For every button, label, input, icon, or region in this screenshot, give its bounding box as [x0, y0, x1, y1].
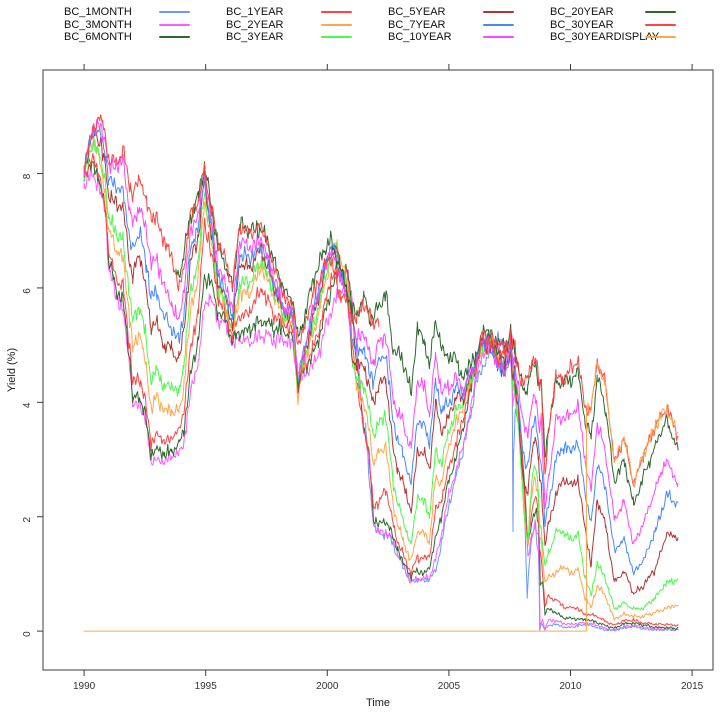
- axes: 1990 1995 2000 2005 2010 2015 0 2 4 6 8: [22, 64, 704, 692]
- legend-item-BC_3MONTH: BC_3MONTH: [64, 19, 226, 32]
- legend-item-BC_2YEAR: BC_2YEAR: [226, 19, 388, 32]
- series-line-BC_1YEAR: [83, 153, 679, 627]
- series-line-BC_3YEAR: [83, 138, 679, 611]
- legend-item-BC_3YEAR: BC_3YEAR: [226, 31, 388, 44]
- y-tick-label: 4: [22, 402, 33, 408]
- legend-line-swatch: [645, 23, 676, 26]
- legend-label: BC_30YEAR: [550, 18, 614, 31]
- legend-line-swatch: [483, 23, 514, 26]
- legend-label: BC_10YEAR: [388, 31, 452, 44]
- legend-label: BC_1MONTH: [64, 6, 132, 18]
- legend-line-swatch: [483, 11, 514, 13]
- legend-item-BC_30YEAR: BC_30YEAR: [550, 19, 712, 32]
- series-line-BC_30YEAR: [475, 328, 679, 487]
- y-tick-label: 8: [22, 173, 33, 179]
- x-tick-label: 2015: [681, 681, 704, 692]
- legend-item-BC_5YEAR: BC_5YEAR: [388, 6, 550, 19]
- legend-line-swatch: [645, 36, 676, 39]
- legend-label: BC_6MONTH: [64, 31, 132, 44]
- legend-line-swatch: [159, 11, 190, 13]
- legend-item-BC_1MONTH: BC_1MONTH: [64, 6, 226, 19]
- legend-line-swatch: [159, 23, 190, 26]
- legend-line-swatch: [321, 11, 352, 13]
- legend-label: BC_20YEAR: [550, 6, 614, 18]
- series-line-BC_3MONTH: [83, 165, 679, 631]
- y-tick-label: 0: [22, 631, 33, 637]
- series-line-BC_6MONTH: [83, 161, 679, 630]
- legend-item-BC_7YEAR: BC_7YEAR: [388, 19, 550, 32]
- legend-item-BC_30YEARDISPLAY: BC_30YEARDISPLAY: [550, 31, 712, 44]
- legend-line-swatch: [645, 11, 676, 13]
- series-line-BC_7YEAR: [83, 127, 679, 576]
- x-axis-title: Time: [366, 697, 390, 709]
- legend-label: BC_2YEAR: [226, 18, 284, 31]
- plot-frame: [42, 69, 714, 671]
- x-tick-label: 2010: [559, 681, 582, 692]
- legend-item-BC_10YEAR: BC_10YEAR: [388, 31, 550, 44]
- y-axis-title: Yield (%): [6, 348, 18, 392]
- legend-line-swatch: [321, 36, 352, 39]
- chart-legend: BC_1MONTH BC_3MONTH BC_6MONTH BC_1YEAR BC_2Y…: [64, 6, 712, 44]
- x-tick-label: 1995: [195, 681, 218, 692]
- legend-line-swatch: [321, 23, 352, 26]
- legend-item-BC_6MONTH: BC_6MONTH: [64, 31, 226, 44]
- x-tick-label: 1990: [73, 681, 96, 692]
- y-tick-label: 6: [22, 288, 33, 294]
- legend-item-BC_20YEAR: BC_20YEAR: [550, 6, 712, 19]
- legend-item-BC_1YEAR: BC_1YEAR: [226, 6, 388, 19]
- legend-label: BC_30YEARDISPLAY: [550, 31, 660, 44]
- legend-label: BC_3YEAR: [226, 31, 284, 44]
- series-line-BC_20YEAR: [175, 161, 679, 506]
- legend-label: BC_3MONTH: [64, 18, 132, 31]
- legend-label: BC_5YEAR: [388, 6, 446, 18]
- legend-line-swatch: [159, 36, 190, 39]
- series-line-BC_2YEAR: [83, 138, 679, 621]
- series-line-BC_30YEARDISPLAY: [83, 362, 679, 632]
- legend-label: BC_7YEAR: [388, 18, 446, 31]
- series-lines: [83, 114, 679, 632]
- series-line-BC_5YEAR: [83, 123, 679, 595]
- legend-line-swatch: [483, 36, 514, 39]
- x-tick-label: 2000: [316, 681, 339, 692]
- series-line-BC_30YEAR: [83, 114, 380, 345]
- series-line-BC_10YEAR: [83, 119, 679, 545]
- y-tick-label: 2: [22, 516, 33, 522]
- legend-label: BC_1YEAR: [226, 6, 284, 18]
- x-tick-label: 2005: [438, 681, 461, 692]
